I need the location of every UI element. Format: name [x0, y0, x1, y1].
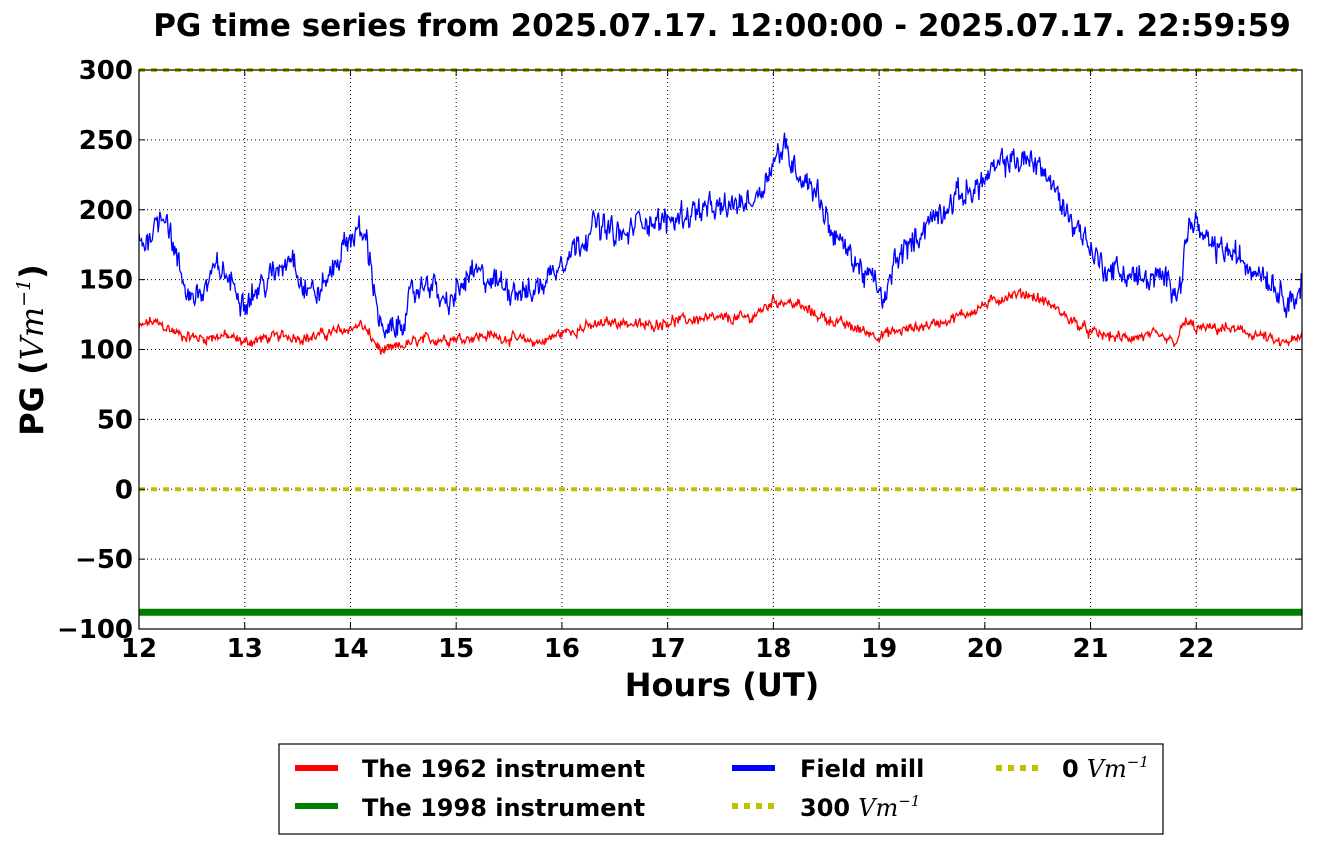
x-tick-label-20: 20 [967, 634, 1003, 664]
x-tick-label-14: 14 [332, 634, 368, 664]
y-tick-label-0: 0 [115, 475, 133, 505]
x-tick-label-16: 16 [544, 634, 580, 664]
x-tick-label-15: 15 [438, 634, 474, 664]
plot-area [139, 70, 1302, 629]
x-tick-label-21: 21 [1072, 634, 1108, 664]
legend-label-1962: The 1962 instrument [362, 755, 645, 783]
y-tick-label-300: 300 [79, 56, 133, 86]
legend-label-1998: The 1998 instrument [362, 794, 645, 822]
series-1962-instrument [138, 288, 1303, 355]
y-tick-label-250: 250 [79, 126, 133, 156]
legend: The 1962 instrument The 1998 instrument … [278, 743, 1164, 835]
x-tick-label-22: 22 [1178, 634, 1214, 664]
x-axis-ticks: 12 13 14 15 16 17 18 19 20 21 22 [121, 70, 1214, 664]
legend-label-300: 300 Vm−1 [800, 792, 920, 822]
y-axis-ticks: −100 −50 0 50 100 150 200 250 300 [57, 56, 1302, 645]
x-axis-label: Hours (UT) [625, 666, 820, 704]
legend-label-0: 0 Vm−1 [1062, 753, 1149, 783]
y-tick-label-150: 150 [79, 266, 133, 296]
x-tick-label-17: 17 [650, 634, 686, 664]
y-tick-label-200: 200 [79, 196, 133, 226]
x-tick-label-18: 18 [755, 634, 791, 664]
y-tick-label-50: 50 [97, 405, 133, 435]
legend-frame [278, 743, 1164, 835]
x-tick-label-19: 19 [861, 634, 897, 664]
x-tick-label-13: 13 [227, 634, 263, 664]
series-field-mill [138, 132, 1302, 339]
y-axis-label: PG (Vm−1) [13, 264, 51, 436]
chart-title: PG time series from 2025.07.17. 12:00:00… [153, 8, 1291, 44]
y-tick-label-100: 100 [79, 336, 133, 366]
x-tick-label-12: 12 [121, 634, 157, 664]
y-tick-label--100: −100 [57, 615, 133, 645]
y-tick-label--50: −50 [75, 545, 133, 575]
legend-label-field-mill: Field mill [800, 755, 924, 783]
